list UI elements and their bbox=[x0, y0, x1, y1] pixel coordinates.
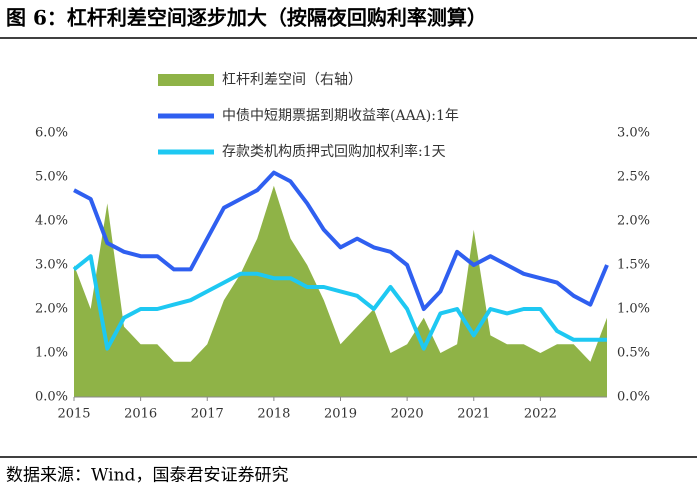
x-tick-label: 2021 bbox=[457, 407, 490, 422]
x-tick-label: 2018 bbox=[257, 407, 290, 422]
x-tick-label: 2016 bbox=[124, 407, 157, 422]
y2-tick-label: 2.5% bbox=[617, 170, 650, 185]
x-tick-label: 2020 bbox=[391, 407, 424, 422]
x-tick-label: 2019 bbox=[324, 407, 357, 422]
legend-swatch bbox=[158, 74, 214, 86]
legend-label: 存款类机构质押式回购加权利率:1天 bbox=[222, 143, 446, 160]
rate-line bbox=[72, 254, 607, 351]
y-tick-label: 0.0% bbox=[35, 390, 68, 405]
legend-label: 杠杆利差空间（右轴） bbox=[222, 72, 362, 88]
y2-tick-label: 1.5% bbox=[617, 258, 650, 273]
y2-tick-label: 3.0% bbox=[617, 126, 650, 141]
y-tick-label: 1.0% bbox=[35, 346, 68, 361]
y2-tick-label: 0.0% bbox=[617, 390, 650, 405]
source: 数据来源：Wind，国泰君安证券研究 bbox=[6, 466, 288, 486]
y2-tick-label: 2.0% bbox=[617, 214, 650, 229]
legend-label: 中债中短期票据到期收益率(AAA):1年 bbox=[222, 107, 459, 124]
y-tick-label: 4.0% bbox=[35, 214, 68, 229]
chart-title: 图 6：杠杆利差空间逐步加大（按隔夜回购利率测算） bbox=[6, 6, 487, 30]
y-tick-label: 3.0% bbox=[35, 258, 68, 273]
y-tick-label: 6.0% bbox=[35, 126, 68, 141]
rate-line bbox=[73, 170, 609, 311]
y-tick-label: 2.0% bbox=[35, 302, 68, 317]
x-tick-label: 2022 bbox=[524, 407, 557, 422]
x-tick-label: 2017 bbox=[191, 407, 224, 422]
x-tick-label: 2015 bbox=[57, 407, 90, 422]
y2-tick-label: 0.5% bbox=[617, 346, 650, 361]
spread-area bbox=[74, 185, 607, 397]
y-tick-label: 5.0% bbox=[35, 170, 68, 185]
y2-tick-label: 1.0% bbox=[617, 302, 650, 317]
